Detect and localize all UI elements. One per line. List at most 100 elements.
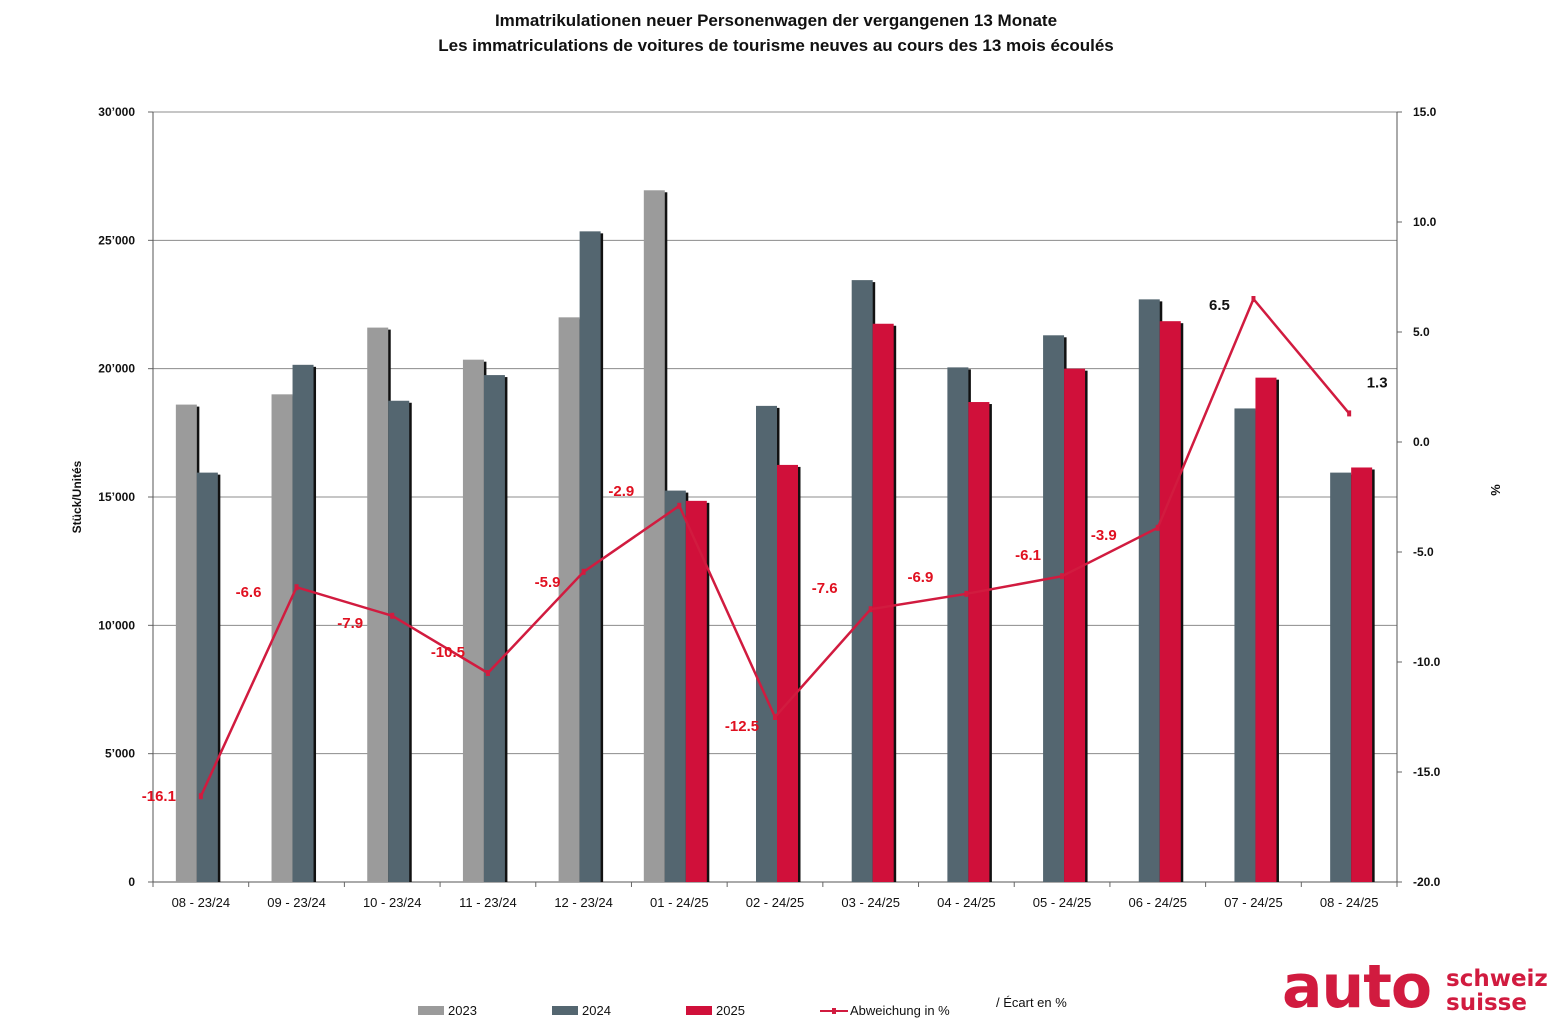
y2-tick-label: 0.0 bbox=[1413, 435, 1430, 449]
deviation-point bbox=[581, 568, 586, 575]
deviation-label: -7.6 bbox=[812, 580, 838, 597]
y-tick-label: 25’000 bbox=[98, 233, 135, 247]
bar-2024 bbox=[579, 231, 601, 883]
x-tick-label: 04 - 24/25 bbox=[937, 895, 996, 910]
bar-2025 bbox=[1255, 377, 1277, 882]
deviation-label: -10.5 bbox=[431, 644, 465, 661]
deviation-point bbox=[294, 584, 299, 591]
deviation-point bbox=[485, 670, 490, 676]
bar-2023 bbox=[175, 404, 197, 882]
deviation-label: -5.9 bbox=[535, 574, 561, 591]
chart-titles: Immatrikulationen neuer Personenwagen de… bbox=[0, 8, 1552, 58]
bar-2024 bbox=[664, 490, 686, 882]
y-tick-label: 5’000 bbox=[105, 747, 135, 761]
deviation-label: 6.5 bbox=[1209, 297, 1230, 314]
bar-2024 bbox=[1043, 335, 1065, 882]
deviation-point bbox=[198, 793, 203, 800]
deviation-point bbox=[1347, 410, 1352, 417]
x-tick-label: 06 - 24/25 bbox=[1128, 895, 1187, 910]
legend-label-line: Abweichung in % bbox=[850, 1003, 950, 1018]
bar-2024 bbox=[1330, 472, 1352, 882]
deviation-label: -6.1 bbox=[1015, 547, 1041, 564]
chart-title: Immatrikulationen neuer Personenwagen de… bbox=[494, 11, 1058, 30]
deviation-point bbox=[1155, 524, 1160, 531]
logo-bottom-text: suisse bbox=[1446, 990, 1527, 1016]
deviation-point bbox=[1251, 296, 1256, 302]
chart: 0 5’000 10’000 15’000 20’000 25’000 30’000 -20.… bbox=[70, 105, 1503, 910]
bar-2024 bbox=[851, 280, 873, 882]
bar-2024 bbox=[292, 364, 314, 883]
deviation-point bbox=[868, 606, 873, 613]
bar-2023 bbox=[367, 327, 389, 883]
legend-item-2023: 2023 bbox=[418, 1003, 477, 1018]
bar-2025 bbox=[777, 464, 798, 882]
y2-tick-label: 5.0 bbox=[1413, 325, 1430, 339]
legend-swatch-2024 bbox=[552, 1006, 578, 1015]
deviation-point bbox=[1060, 573, 1065, 580]
bar-2023 bbox=[462, 359, 484, 882]
x-tick-label: 08 - 24/25 bbox=[1320, 895, 1379, 910]
bar-2025 bbox=[1351, 467, 1373, 882]
legend-label-2024: 2024 bbox=[582, 1003, 611, 1018]
x-tick-label: 02 - 24/25 bbox=[746, 895, 805, 910]
deviation-label: 1.3 bbox=[1367, 374, 1388, 391]
y2-tick-label: -20.0 bbox=[1413, 875, 1441, 889]
deviation-point bbox=[964, 590, 969, 597]
bar-2024 bbox=[1234, 408, 1256, 882]
deviation-point bbox=[390, 612, 395, 619]
bar-2023 bbox=[271, 394, 293, 882]
bar-2025 bbox=[1064, 368, 1086, 883]
y2-tick-label: -15.0 bbox=[1413, 765, 1441, 779]
legend-note: / Écart en % bbox=[996, 995, 1067, 1010]
y2-tick-label: -10.0 bbox=[1413, 655, 1441, 669]
x-tick-label: 11 - 23/24 bbox=[459, 895, 517, 910]
bar-2025 bbox=[685, 500, 707, 882]
y2-tick-label: 10.0 bbox=[1413, 215, 1437, 229]
y-axis-title: Stück/Unités bbox=[70, 460, 84, 533]
bar-2025 bbox=[968, 402, 990, 882]
bar-2023 bbox=[558, 317, 580, 882]
bar-2024 bbox=[1138, 299, 1160, 882]
x-tick-label: 03 - 24/25 bbox=[841, 895, 900, 910]
bar-2025 bbox=[872, 323, 894, 882]
y-tick-label: 15’000 bbox=[98, 490, 135, 504]
deviation-label: -7.9 bbox=[337, 615, 363, 632]
x-tick-label: 10 - 23/24 bbox=[363, 895, 422, 910]
logo-top-text: schweiz bbox=[1446, 966, 1548, 992]
bar-2024 bbox=[947, 367, 969, 883]
legend-line-swatch bbox=[820, 1007, 848, 1014]
x-tick-label: 07 - 24/25 bbox=[1224, 895, 1283, 910]
y-tick-label: 30’000 bbox=[98, 105, 135, 119]
x-tick-label: 12 - 23/24 bbox=[554, 895, 613, 910]
auto-schweiz-logo: auto schweiz suisse bbox=[1282, 952, 1552, 1024]
deviation-label: -6.6 bbox=[236, 584, 262, 601]
deviation-point bbox=[773, 714, 777, 720]
y2-tick-label: -5.0 bbox=[1413, 545, 1434, 559]
logo-main-text: auto bbox=[1282, 952, 1432, 1022]
legend-item-line: Abweichung in % bbox=[820, 1003, 950, 1018]
bar-2024 bbox=[196, 472, 218, 882]
deviation-label: -16.1 bbox=[142, 788, 176, 805]
chart-subtitle: Les immatriculations de voitures de tour… bbox=[438, 36, 1114, 55]
x-tick-label: 01 - 24/25 bbox=[650, 895, 709, 910]
legend-swatch-2023 bbox=[418, 1006, 444, 1015]
y-tick-label: 20’000 bbox=[98, 362, 135, 376]
x-tick-label: 05 - 24/25 bbox=[1033, 895, 1092, 910]
legend-item-2025: 2025 bbox=[686, 1003, 745, 1018]
deviation-label: -6.9 bbox=[907, 569, 933, 586]
deviation-label: -3.9 bbox=[1091, 527, 1117, 544]
y-tick-label: 10’000 bbox=[98, 618, 135, 632]
legend-item-2024: 2024 bbox=[552, 1003, 611, 1018]
bar-2024 bbox=[388, 400, 410, 882]
legend-swatch-2025 bbox=[686, 1006, 712, 1015]
bar-2024 bbox=[756, 405, 777, 882]
deviation-point bbox=[677, 502, 682, 509]
deviation-label: -12.5 bbox=[725, 718, 759, 735]
bar-2024 bbox=[483, 375, 505, 882]
x-tick-label: 09 - 23/24 bbox=[267, 895, 326, 910]
y-tick-label: 0 bbox=[128, 875, 135, 889]
x-tick-label: 08 - 23/24 bbox=[172, 895, 231, 910]
bar-2023 bbox=[643, 190, 665, 883]
legend-label-2023: 2023 bbox=[448, 1003, 477, 1018]
y2-axis-title: % bbox=[1488, 484, 1503, 496]
